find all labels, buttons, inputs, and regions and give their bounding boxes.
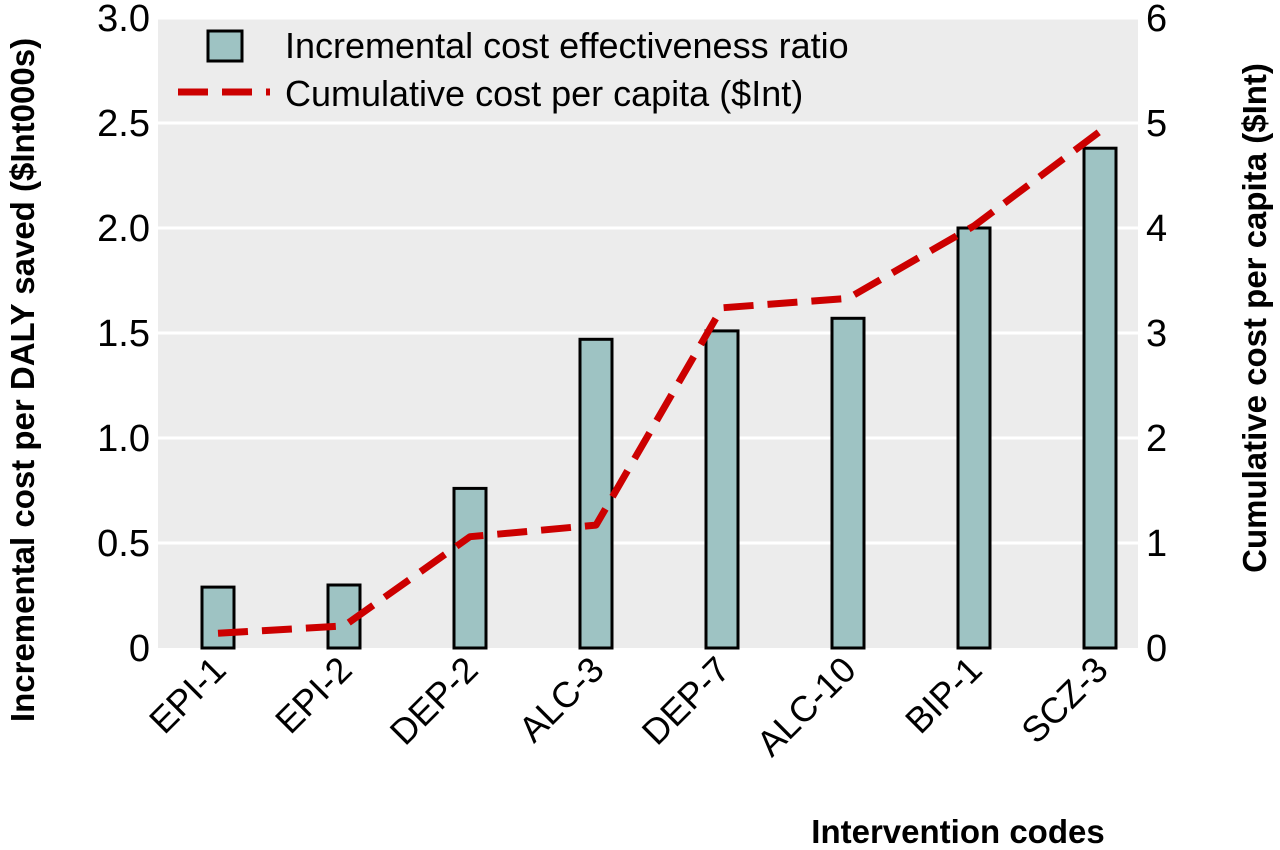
y-tick-label: 1.0 (97, 418, 150, 460)
right-axis-ticks: 0 1 2 3 4 5 6 (1146, 0, 1167, 670)
left-axis-ticks: 0 0.5 1.0 1.5 2.0 2.5 3.0 (97, 0, 150, 670)
bar-scz-3 (1082, 146, 1118, 650)
x-category-label: BIP-1 (897, 649, 990, 742)
y-tick-label: 0.5 (97, 523, 150, 565)
x-category-label: DEP-2 (382, 649, 486, 753)
y2-tick-label: 1 (1146, 523, 1167, 565)
legend-swatch-bar (206, 29, 244, 63)
left-axis-title: Incremental cost per DALY saved ($Int000… (4, 38, 41, 722)
y2-tick-label: 2 (1146, 418, 1167, 460)
y-tick-label: 2.0 (97, 208, 150, 250)
y-tick-label: 1.5 (97, 313, 150, 355)
y2-tick-label: 0 (1146, 628, 1167, 670)
y2-tick-label: 6 (1146, 0, 1167, 40)
y-tick-label: 2.5 (97, 103, 150, 145)
y2-tick-label: 5 (1146, 103, 1167, 145)
bar-alc-10 (830, 316, 866, 650)
y2-tick-label: 4 (1146, 208, 1167, 250)
x-category-label: DEP-7 (634, 649, 738, 753)
x-category-label: EPI-1 (141, 649, 234, 742)
bar-dep-2 (452, 486, 488, 650)
x-axis-title: Intervention codes (811, 813, 1104, 850)
bar-dep-7 (704, 329, 740, 650)
y-tick-label: 0 (129, 628, 150, 670)
x-category-label: EPI-2 (267, 649, 360, 742)
x-category-label: SCZ-3 (1013, 649, 1116, 752)
legend-label-line: Cumulative cost per capita ($Int) (285, 73, 803, 114)
legend: Incremental cost effectiveness ratio Cum… (178, 25, 849, 114)
x-category-label: ALC-3 (511, 649, 612, 750)
bar-alc-3 (578, 337, 614, 650)
category-labels: EPI-1 EPI-2 DEP-2 ALC-3 DEP-7 ALC-10 BIP-1 SCZ-… (141, 649, 1116, 764)
cumulative-cost-line (217, 128, 1103, 637)
right-axis-title: Cumulative cost per capita ($Int) (1236, 63, 1273, 573)
legend-label-bar: Incremental cost effectiveness ratio (285, 25, 849, 66)
bar-bip-1 (956, 226, 992, 650)
y2-tick-label: 3 (1146, 313, 1167, 355)
y-tick-label: 3.0 (97, 0, 150, 40)
bar-epi-1 (200, 585, 236, 650)
x-category-label: ALC-10 (748, 649, 863, 764)
